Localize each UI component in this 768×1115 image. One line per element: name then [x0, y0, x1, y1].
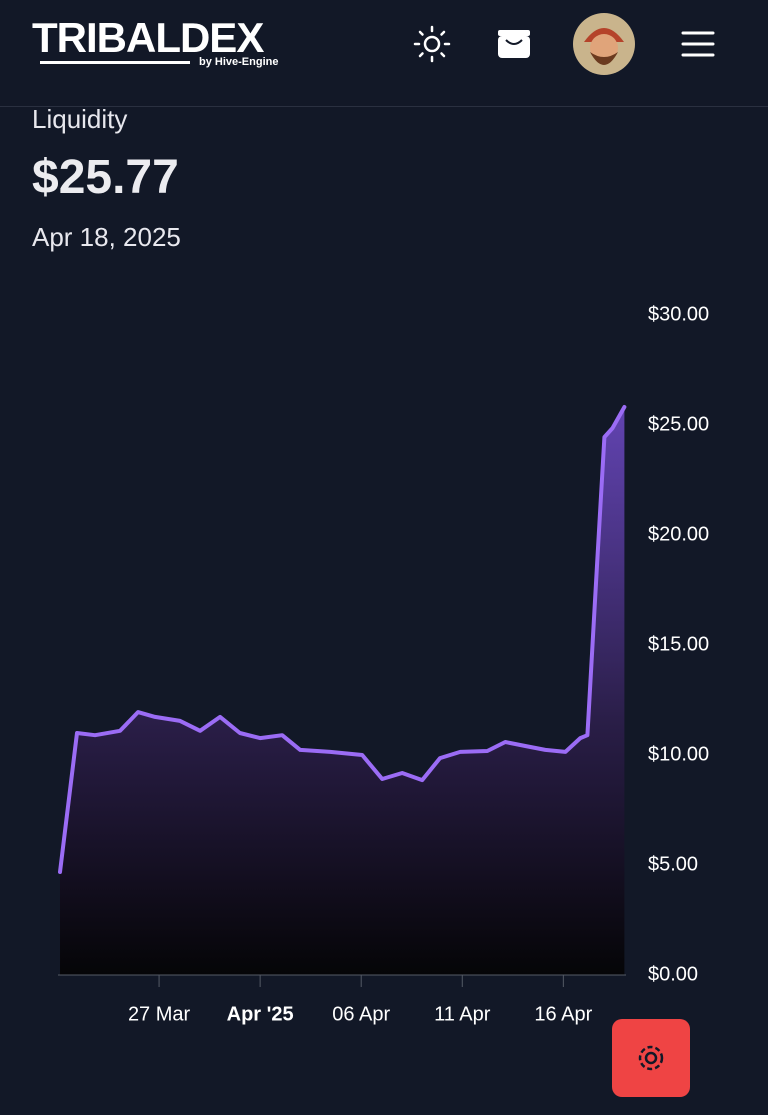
wallet-icon[interactable]: [496, 26, 532, 62]
logo-underline: [40, 61, 190, 64]
y-tick-label: $20.00: [648, 523, 709, 545]
line: [58, 405, 627, 874]
header: TRIBALDEX by Hive-Engine: [0, 0, 768, 107]
x-tick-label: 11 Apr: [434, 1003, 491, 1025]
settings-icon: [638, 1045, 664, 1071]
x-tick-label: 16 Apr: [534, 1003, 592, 1025]
theme-icon[interactable]: [412, 24, 452, 64]
area-fill: [60, 407, 625, 975]
metric-value: $25.77: [32, 151, 179, 204]
settings-button[interactable]: [612, 1019, 690, 1097]
y-tick-label: $5.00: [648, 853, 698, 875]
metric-label: Liquidity: [32, 104, 128, 134]
x-tick-label: 27 Mar: [128, 1003, 191, 1025]
y-tick-label: $0.00: [648, 963, 698, 985]
menu-icon[interactable]: [680, 30, 716, 58]
y-tick-label: $25.00: [648, 413, 709, 435]
y-tick-label: $30.00: [648, 303, 709, 325]
y-tick-label: $10.00: [648, 743, 709, 765]
x-tick-label: 06 Apr: [332, 1003, 390, 1025]
y-tick-label: $15.00: [648, 633, 709, 655]
chart: $0.00 $5.00 $10.00 $15.00 $20.00 $25.00 $30.00…: [58, 303, 709, 1025]
logo-subtitle: by Hive-Engine: [199, 56, 279, 68]
x-tick-label: Apr '25: [227, 1003, 294, 1025]
logo[interactable]: TRIBALDEX: [32, 14, 264, 61]
avatar[interactable]: [572, 12, 636, 76]
metric-date: Apr 18, 2025: [32, 222, 181, 252]
